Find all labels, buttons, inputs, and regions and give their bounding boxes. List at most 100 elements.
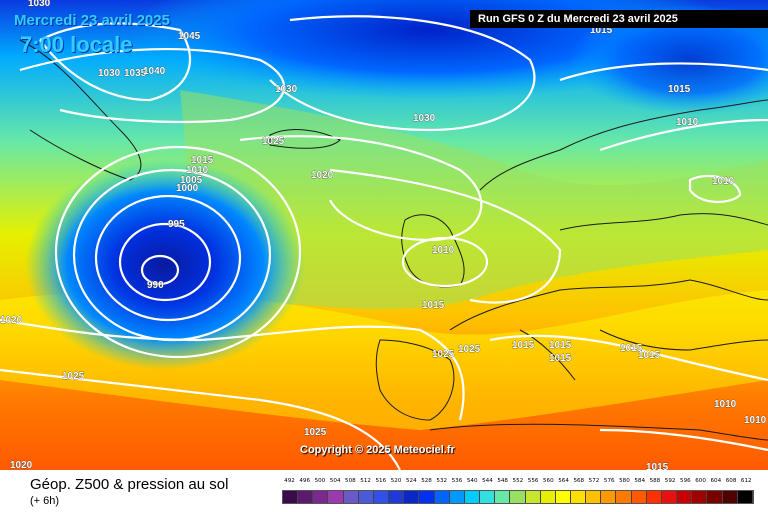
legend-swatch bbox=[298, 491, 314, 503]
legend-swatch bbox=[570, 491, 587, 503]
legend-swatch bbox=[510, 491, 526, 503]
legend-value: 600 bbox=[695, 478, 706, 484]
legend-value: 520 bbox=[390, 478, 402, 484]
legend-value: 524 bbox=[405, 478, 417, 484]
isobar-label: 1015 bbox=[512, 340, 535, 351]
legend-swatch bbox=[328, 491, 344, 503]
legend-swatch bbox=[646, 491, 662, 503]
legend-swatch bbox=[464, 491, 481, 503]
legend-swatch bbox=[313, 491, 329, 503]
legend-value: 556 bbox=[527, 478, 539, 484]
legend-swatch bbox=[283, 491, 299, 503]
legend-swatch bbox=[540, 491, 556, 503]
isobar-label: 1015 bbox=[668, 84, 691, 95]
legend-value: 532 bbox=[436, 478, 448, 484]
low-pressure-core bbox=[25, 160, 305, 370]
isobar-label: 1040 bbox=[143, 66, 166, 77]
legend-value: 496 bbox=[299, 478, 311, 484]
legend-value: 544 bbox=[482, 478, 493, 484]
legend-swatches bbox=[282, 490, 754, 504]
legend-swatch bbox=[601, 491, 617, 503]
legend-swatch bbox=[707, 491, 723, 503]
legend-value: 568 bbox=[573, 478, 585, 484]
legend-swatch bbox=[389, 491, 405, 503]
isobar-label: 1015 bbox=[646, 462, 669, 470]
legend-swatch bbox=[373, 491, 390, 503]
legend-value: 500 bbox=[314, 478, 326, 484]
legend-value: 612 bbox=[740, 478, 752, 484]
legend-swatch bbox=[343, 491, 359, 503]
isobar-label: 1015 bbox=[422, 300, 445, 311]
isobar-label: 1025 bbox=[458, 344, 481, 355]
run-info-banner: Run GFS 0 Z du Mercredi 23 avril 2025 bbox=[470, 10, 768, 28]
legend-value: 576 bbox=[603, 478, 615, 484]
legend-swatch bbox=[586, 491, 602, 503]
legend-value: 504 bbox=[329, 478, 341, 484]
legend-value: 512 bbox=[360, 478, 371, 484]
legend-value: 564 bbox=[558, 478, 569, 484]
legend-value: 584 bbox=[634, 478, 646, 484]
legend-swatch bbox=[480, 491, 496, 503]
map-canvas: 1030 1045 1030 1035 1040 1030 1025 1030 … bbox=[0, 0, 768, 470]
isobar-label: 1010 bbox=[432, 245, 455, 256]
legend-value: 548 bbox=[497, 478, 508, 484]
ne-trough bbox=[570, 5, 768, 115]
isobar-label: 1030 bbox=[28, 0, 51, 9]
legend-swatch bbox=[616, 491, 632, 503]
isobar-label: 1030 bbox=[275, 84, 298, 95]
isobar-label: 1045 bbox=[178, 31, 201, 42]
color-legend: 492 496 500 504 508 512 516 520 524 528 532 536 540 5… bbox=[282, 478, 754, 508]
map-title: Géop. Z500 & pression au sol bbox=[30, 476, 229, 493]
legend-labels: 492 496 500 504 508 512 516 520 524 528 532 536 540 5… bbox=[282, 478, 754, 488]
legend-value: 492 bbox=[284, 478, 295, 484]
legend-swatch bbox=[692, 491, 708, 503]
legend-value: 516 bbox=[375, 478, 387, 484]
isobar-lines bbox=[0, 15, 768, 470]
legend-value: 552 bbox=[512, 478, 524, 484]
isobar-label: 1015 bbox=[549, 340, 572, 351]
isobar-label: 1010 bbox=[714, 399, 737, 410]
isobar-label: 1000 bbox=[176, 183, 199, 194]
legend-swatch bbox=[737, 491, 753, 503]
isobar-label: 1030 bbox=[98, 68, 121, 79]
isobar-label: 1010 bbox=[712, 176, 735, 187]
legend-swatch bbox=[661, 491, 678, 503]
legend-swatch bbox=[677, 491, 693, 503]
isobar-label: 1015 bbox=[590, 25, 613, 36]
isobar-label: 1020 bbox=[10, 460, 33, 470]
isobar-label: 1015 bbox=[549, 353, 572, 364]
isobar-label: 990 bbox=[147, 280, 164, 291]
isobar-label: 1025 bbox=[262, 136, 285, 147]
isobar-label: 1010 bbox=[186, 165, 209, 176]
legend-swatch bbox=[722, 491, 738, 503]
legend-swatch bbox=[434, 491, 450, 503]
isobar-label: 1025 bbox=[62, 371, 85, 382]
legend-value: 592 bbox=[664, 478, 676, 484]
isobar-label: 1015 bbox=[191, 155, 214, 166]
isobar-label: 1025 bbox=[304, 427, 327, 438]
legend-value: 596 bbox=[680, 478, 691, 484]
legend-value: 528 bbox=[421, 478, 432, 484]
isobar-labels: 1030 1045 1030 1035 1040 1030 1025 1030 … bbox=[0, 0, 767, 470]
copyright-notice: Copyright © 2025 Meteociel.fr bbox=[300, 444, 455, 456]
isobar-label: 1020 bbox=[0, 315, 23, 326]
legend-swatch bbox=[525, 491, 541, 503]
forecast-date: Mercredi 23 avril 2025 bbox=[14, 12, 170, 29]
legend-value: 540 bbox=[466, 478, 478, 484]
isobar-label: 1030 bbox=[413, 113, 436, 124]
legend-swatch bbox=[358, 491, 374, 503]
legend-swatch bbox=[419, 491, 435, 503]
isobar-label: 1015 bbox=[620, 343, 643, 354]
legend-swatch bbox=[555, 491, 571, 503]
legend-swatch bbox=[449, 491, 465, 503]
isobar-label: 1015 bbox=[638, 350, 661, 361]
legend-value: 508 bbox=[345, 478, 356, 484]
legend-value: 580 bbox=[619, 478, 630, 484]
isobar-label: 1005 bbox=[180, 175, 203, 186]
legend-value: 604 bbox=[710, 478, 722, 484]
isobar-label: 1025 bbox=[432, 349, 455, 360]
isobar-label: 1010 bbox=[676, 117, 699, 128]
map-subtitle: (+ 6h) bbox=[30, 495, 60, 507]
isobar-label: 995 bbox=[168, 219, 185, 230]
legend-value: 608 bbox=[725, 478, 737, 484]
